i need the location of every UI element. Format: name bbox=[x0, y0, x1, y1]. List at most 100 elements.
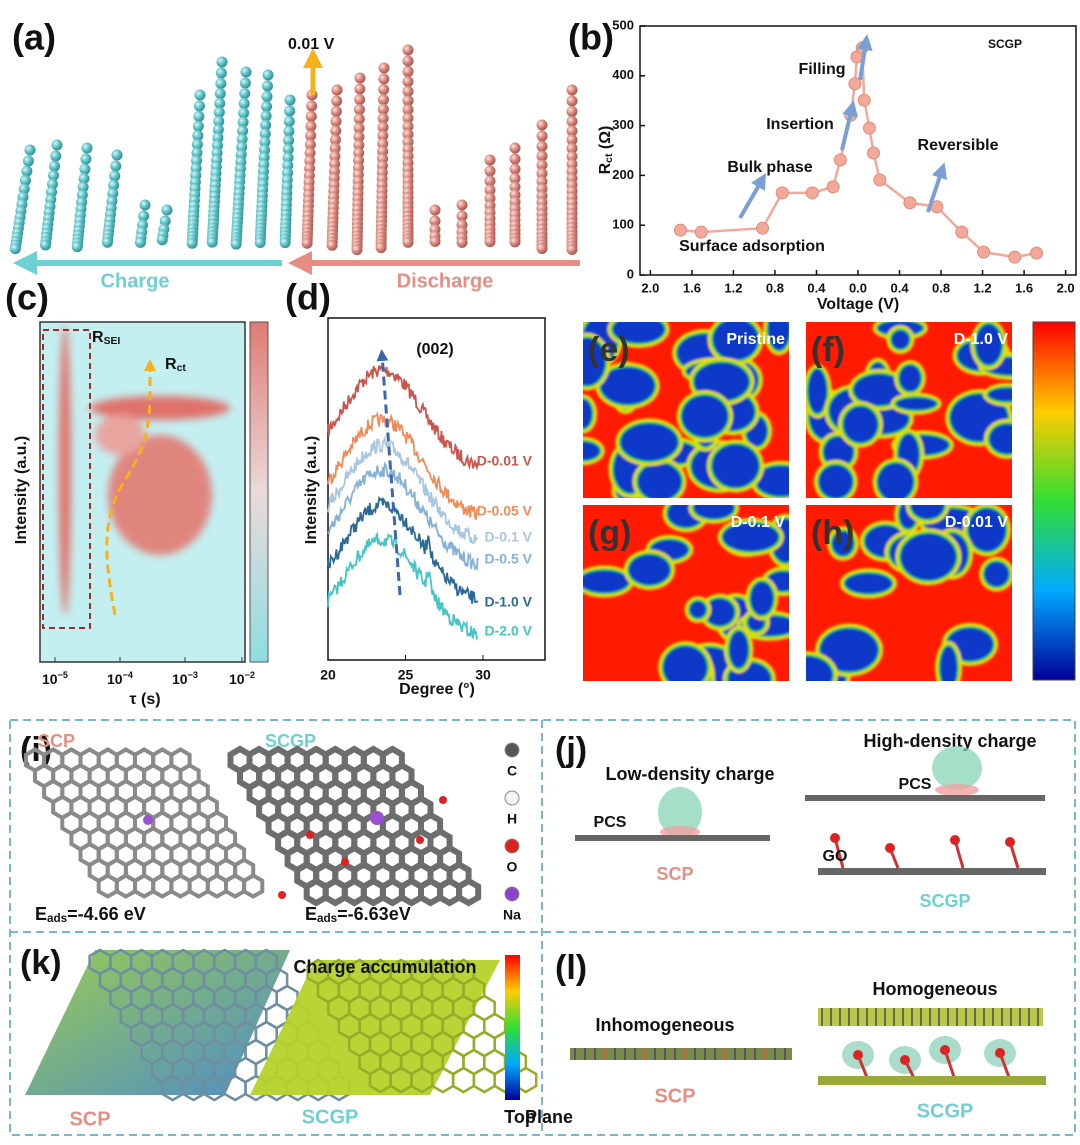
sphere bbox=[78, 172, 90, 184]
sphere bbox=[378, 62, 390, 74]
map-blob bbox=[583, 399, 593, 429]
sphere bbox=[566, 115, 578, 127]
heatmap-blob bbox=[59, 325, 71, 615]
sphere bbox=[238, 98, 250, 110]
annotation: SCGP bbox=[988, 37, 1022, 51]
sphere bbox=[239, 77, 251, 89]
data-point bbox=[833, 153, 847, 167]
sphere bbox=[238, 107, 250, 119]
map-blob bbox=[712, 322, 759, 360]
data-point bbox=[873, 173, 887, 187]
x-tick-label: 0.4 bbox=[807, 280, 826, 295]
sphere bbox=[353, 139, 365, 151]
y-tick-label: 400 bbox=[612, 67, 634, 82]
x-tick-label: 0.8 bbox=[766, 280, 784, 295]
sphere bbox=[213, 115, 225, 127]
data-point bbox=[955, 225, 969, 239]
sphere bbox=[282, 143, 294, 155]
x-axis-label: Degree (°) bbox=[399, 681, 475, 698]
text-part: ct bbox=[177, 363, 187, 374]
map bbox=[806, 505, 1012, 681]
sphere bbox=[402, 112, 414, 124]
hexagon bbox=[242, 873, 265, 899]
sphere bbox=[80, 153, 92, 165]
sphere bbox=[279, 237, 291, 249]
series-label: D-1.0 V bbox=[485, 594, 533, 610]
annotation: Bulk phase bbox=[727, 159, 812, 176]
text-part: ads bbox=[47, 912, 68, 925]
panel-label: (a) bbox=[12, 17, 56, 58]
x-tick-label: 2.0 bbox=[641, 280, 659, 295]
legend-label: Na bbox=[503, 907, 521, 923]
peak-label: (002) bbox=[416, 341, 453, 358]
sphere bbox=[566, 142, 578, 154]
map-blob bbox=[722, 522, 779, 552]
text-part: SEI bbox=[104, 336, 121, 347]
data-point bbox=[857, 93, 871, 107]
sphere bbox=[509, 153, 521, 165]
eads-label: Eads=-4.66 eV bbox=[35, 904, 146, 925]
sphere bbox=[262, 69, 274, 81]
atom-o bbox=[830, 833, 840, 843]
sphere bbox=[456, 210, 468, 222]
sphere bbox=[259, 128, 271, 140]
sphere bbox=[378, 84, 390, 96]
y-tick-label: 100 bbox=[612, 217, 634, 232]
map-blob bbox=[583, 570, 629, 593]
text-part: 10 bbox=[107, 671, 123, 687]
text-part: =-4.66 eV bbox=[67, 904, 146, 924]
sheet bbox=[575, 835, 770, 841]
sphere bbox=[9, 243, 21, 255]
colorbar bbox=[505, 955, 520, 1100]
sphere bbox=[191, 147, 203, 159]
sphere bbox=[353, 113, 365, 125]
map-blob bbox=[818, 464, 853, 498]
atom-na bbox=[143, 815, 153, 825]
sphere bbox=[509, 172, 521, 184]
scgp-label: SCGP bbox=[917, 1100, 974, 1122]
x-tick-label: 2.0 bbox=[1057, 280, 1075, 295]
map-blob bbox=[637, 462, 682, 498]
sphere bbox=[377, 138, 389, 150]
sphere bbox=[101, 236, 113, 248]
x-tick-label: 10−5 bbox=[42, 670, 68, 686]
sphere bbox=[402, 44, 414, 56]
map-blob bbox=[693, 505, 735, 519]
bond bbox=[856, 1054, 870, 1081]
sphere bbox=[509, 163, 521, 175]
scp-label: SCP bbox=[656, 864, 693, 884]
map-blob bbox=[910, 505, 945, 519]
arrow bbox=[926, 162, 948, 213]
text-part: R bbox=[597, 162, 614, 174]
atom-o bbox=[885, 843, 895, 853]
go-label: GO bbox=[823, 848, 848, 865]
sphere bbox=[326, 239, 338, 251]
bond bbox=[833, 837, 845, 869]
map-blob bbox=[806, 656, 833, 681]
x-tick-label: 1.6 bbox=[1015, 280, 1033, 295]
colorbar bbox=[249, 321, 269, 663]
sheet bbox=[570, 1048, 792, 1060]
map-blobs bbox=[583, 505, 789, 681]
sphere bbox=[51, 139, 63, 151]
sphere bbox=[329, 134, 341, 146]
sphere bbox=[206, 236, 218, 248]
sphere bbox=[306, 100, 318, 112]
map-blob bbox=[895, 397, 937, 410]
map-blob bbox=[704, 598, 735, 626]
low-label: Low-density charge bbox=[605, 764, 774, 784]
sphere bbox=[79, 163, 91, 175]
sphere bbox=[236, 133, 248, 145]
map-title: D-0.1 V bbox=[731, 514, 786, 531]
map-blob bbox=[620, 423, 678, 461]
charge-cloud bbox=[658, 787, 702, 837]
legend-atom bbox=[504, 742, 520, 758]
pcs-label: PCS bbox=[899, 776, 932, 793]
sphere bbox=[239, 87, 251, 99]
text-part: −3 bbox=[188, 670, 198, 680]
text-part: (Ω) bbox=[597, 126, 614, 154]
sphere bbox=[19, 174, 31, 186]
sphere bbox=[77, 181, 89, 193]
legend-label: H bbox=[507, 811, 517, 827]
